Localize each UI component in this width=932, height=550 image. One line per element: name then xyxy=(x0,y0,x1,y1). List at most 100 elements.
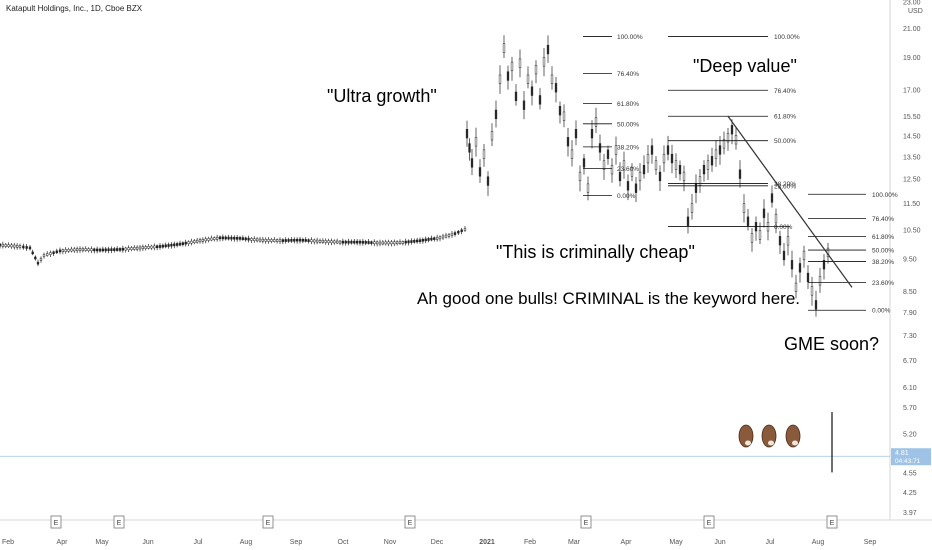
candle-body xyxy=(250,238,253,241)
x-tick-label: May xyxy=(669,539,683,546)
candle-body xyxy=(470,158,474,168)
y-tick-label: 17.00 xyxy=(903,87,921,94)
candle-body xyxy=(678,165,682,175)
candle-body xyxy=(465,129,469,139)
candle-body xyxy=(7,244,10,247)
candle-body xyxy=(261,238,265,242)
candle-body xyxy=(375,241,379,245)
annotation-criminal-keyword: Ah good one bulls! CRIMINAL is the keywo… xyxy=(417,289,801,308)
y-tick-label: 4.55 xyxy=(903,470,917,477)
candle-body xyxy=(638,171,642,182)
candle-body xyxy=(427,238,430,241)
candle-body xyxy=(570,149,574,159)
candle-body xyxy=(330,240,333,244)
candle-body xyxy=(358,240,362,244)
candle-body xyxy=(201,238,205,242)
candle-body xyxy=(658,171,662,182)
candle-body xyxy=(518,58,522,68)
candle-body xyxy=(367,241,370,244)
fib-level-label: 38.20% xyxy=(872,259,894,266)
candle-body xyxy=(278,239,282,242)
candle-body xyxy=(284,239,287,242)
candle-body xyxy=(247,237,250,241)
candle-body xyxy=(618,171,622,182)
candle-body xyxy=(730,125,734,135)
x-tick-label: Sep xyxy=(864,539,877,546)
fib-level-label: 76.40% xyxy=(617,71,639,78)
candle-body xyxy=(227,236,230,240)
candle-body xyxy=(562,111,566,121)
candle-body xyxy=(344,240,347,244)
candle-body xyxy=(762,208,766,218)
candle-body xyxy=(514,91,518,101)
candle-body xyxy=(502,43,506,53)
candle-body xyxy=(534,65,538,75)
candle-body xyxy=(121,247,125,251)
candle-body xyxy=(31,251,34,255)
candle-body xyxy=(321,240,325,243)
candle-body xyxy=(307,239,310,242)
y-tick-label: 5.20 xyxy=(903,432,917,439)
candle-body xyxy=(313,239,316,243)
fib-level-label: 50.00% xyxy=(872,248,894,255)
candle-body xyxy=(401,241,405,244)
chart-title: Katapult Holdings, Inc., 1D, Cboe BZX xyxy=(6,4,143,13)
candle-body xyxy=(774,213,778,224)
candle-body xyxy=(0,243,2,247)
candle-body xyxy=(798,263,802,273)
candle-body xyxy=(281,239,285,242)
candle-body xyxy=(178,242,182,246)
candle-body xyxy=(574,129,578,139)
fib-level-label: 38.20% xyxy=(774,181,796,188)
y-tick-label: 7.90 xyxy=(903,310,917,317)
candle-body xyxy=(790,260,794,270)
candle-body xyxy=(794,282,798,293)
candle-body xyxy=(298,238,302,242)
candle-body xyxy=(258,238,262,242)
candle-body xyxy=(4,244,7,247)
candle-body xyxy=(353,240,356,244)
candle-body xyxy=(694,183,698,193)
annotation-criminally-cheap: "This is criminally cheap" xyxy=(496,242,695,262)
candle-body xyxy=(224,236,227,240)
candle-body xyxy=(61,249,65,253)
last-price-timer: 04:43:71 xyxy=(895,458,921,465)
candle-body xyxy=(335,240,339,244)
earnings-marker-label: E xyxy=(117,520,122,527)
candle-body xyxy=(255,238,259,242)
candle-body xyxy=(18,245,22,248)
candle-body xyxy=(782,250,786,261)
y-tick-label: 4.25 xyxy=(903,490,917,497)
candle-body xyxy=(207,238,210,241)
candle-body xyxy=(253,238,256,241)
candle-body xyxy=(546,44,550,55)
candle-body xyxy=(238,237,242,240)
candle-body xyxy=(230,236,233,240)
y-tick-label: 8.50 xyxy=(903,289,917,296)
candle-body xyxy=(150,245,153,249)
candle-body xyxy=(87,248,90,251)
candle-body xyxy=(218,236,222,240)
x-tick-label: Feb xyxy=(524,539,536,546)
candle-body xyxy=(90,248,93,252)
candle-body xyxy=(626,181,630,191)
candle-body xyxy=(81,248,85,251)
candle-body xyxy=(110,248,113,251)
candle-body xyxy=(204,238,207,242)
candle-body xyxy=(806,272,810,283)
candle-body xyxy=(235,237,239,240)
y-tick-label: 12.50 xyxy=(903,177,921,184)
candle-body xyxy=(554,83,558,93)
earnings-marker xyxy=(404,515,416,529)
candle-body xyxy=(290,239,293,242)
candle-body xyxy=(441,235,445,239)
candle-body xyxy=(184,241,187,245)
candle-body xyxy=(42,254,46,257)
candle-body xyxy=(293,238,296,242)
candle-body xyxy=(510,61,514,72)
candle-body xyxy=(22,245,25,249)
candle-body xyxy=(244,237,247,241)
nut-icon-highlight xyxy=(792,440,798,446)
candle-body xyxy=(522,100,526,110)
fib-level-label: 38.20% xyxy=(617,144,639,151)
